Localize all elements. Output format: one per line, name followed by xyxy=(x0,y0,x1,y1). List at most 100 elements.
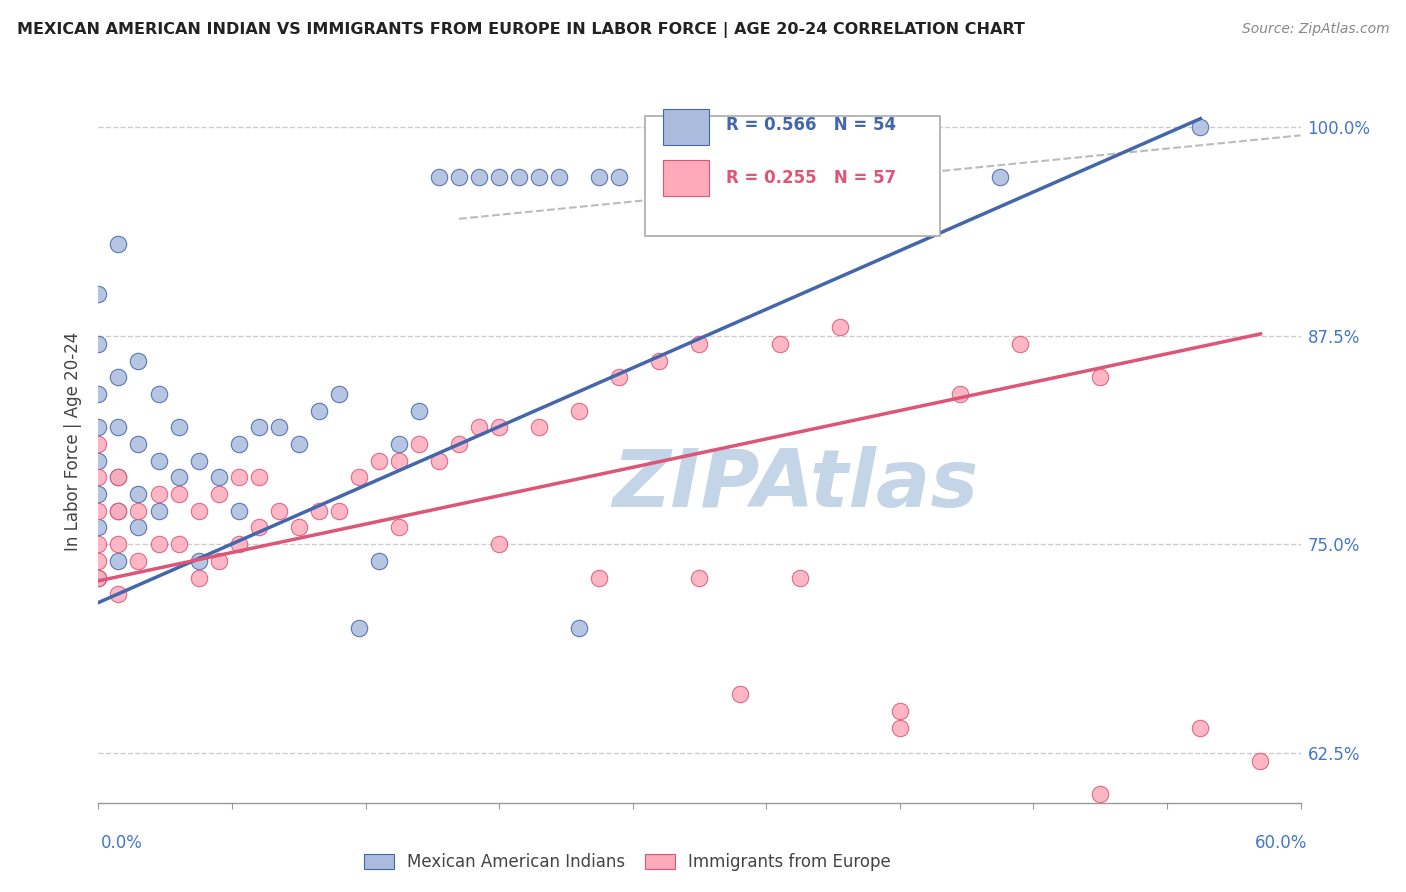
Point xyxy=(368,554,391,568)
Point xyxy=(568,403,591,417)
Point xyxy=(468,420,491,434)
Point xyxy=(949,387,972,401)
Point xyxy=(87,520,110,534)
Point xyxy=(488,537,510,551)
Point xyxy=(87,537,110,551)
Point xyxy=(689,169,711,184)
Point xyxy=(148,487,170,501)
Point xyxy=(648,353,671,368)
Point xyxy=(107,504,129,518)
Text: 60.0%: 60.0% xyxy=(1256,834,1308,852)
Point xyxy=(689,570,711,584)
Point xyxy=(167,420,190,434)
Point xyxy=(148,504,170,518)
Point xyxy=(87,437,110,451)
Point xyxy=(148,454,170,468)
Point xyxy=(427,454,450,468)
Point xyxy=(1250,754,1272,768)
Point xyxy=(1189,120,1212,134)
Point xyxy=(988,169,1011,184)
Point xyxy=(128,520,150,534)
Point xyxy=(1088,370,1111,384)
Point xyxy=(187,454,209,468)
Point xyxy=(488,420,510,434)
Point xyxy=(87,570,110,584)
FancyBboxPatch shape xyxy=(645,117,939,235)
Point xyxy=(808,169,831,184)
Point xyxy=(128,437,150,451)
Point xyxy=(247,420,270,434)
Point xyxy=(828,320,851,334)
Point xyxy=(328,504,350,518)
Point xyxy=(347,621,370,635)
Point xyxy=(328,387,350,401)
Point xyxy=(529,420,551,434)
Legend: Mexican American Indians, Immigrants from Europe: Mexican American Indians, Immigrants fro… xyxy=(357,847,898,878)
Point xyxy=(208,554,231,568)
Point xyxy=(588,169,610,184)
Point xyxy=(187,554,209,568)
Point xyxy=(408,403,430,417)
Point xyxy=(288,437,311,451)
Point xyxy=(87,554,110,568)
Point xyxy=(529,169,551,184)
FancyBboxPatch shape xyxy=(664,109,709,145)
Point xyxy=(388,454,411,468)
Point xyxy=(588,570,610,584)
Point xyxy=(609,169,631,184)
Point xyxy=(408,437,430,451)
Point xyxy=(648,169,671,184)
Point xyxy=(689,337,711,351)
FancyBboxPatch shape xyxy=(664,160,709,196)
Y-axis label: In Labor Force | Age 20-24: In Labor Force | Age 20-24 xyxy=(65,332,83,551)
Point xyxy=(308,504,330,518)
Point xyxy=(167,487,190,501)
Text: 0.0%: 0.0% xyxy=(101,834,143,852)
Point xyxy=(87,504,110,518)
Point xyxy=(107,504,129,518)
Point xyxy=(1088,788,1111,802)
Point xyxy=(889,704,911,718)
Point xyxy=(247,470,270,484)
Text: MEXICAN AMERICAN INDIAN VS IMMIGRANTS FROM EUROPE IN LABOR FORCE | AGE 20-24 COR: MEXICAN AMERICAN INDIAN VS IMMIGRANTS FR… xyxy=(17,22,1025,38)
Text: R = 0.255   N = 57: R = 0.255 N = 57 xyxy=(725,169,896,186)
Point xyxy=(508,169,530,184)
Point xyxy=(128,554,150,568)
Point xyxy=(388,520,411,534)
Point xyxy=(789,570,811,584)
Point xyxy=(107,470,129,484)
Point xyxy=(447,437,470,451)
Point xyxy=(488,169,510,184)
Point xyxy=(889,721,911,735)
Point xyxy=(128,487,150,501)
Point xyxy=(87,454,110,468)
Point xyxy=(107,470,129,484)
Point xyxy=(87,420,110,434)
Point xyxy=(267,420,290,434)
Point xyxy=(87,470,110,484)
Point xyxy=(228,537,250,551)
Point xyxy=(368,454,391,468)
Point xyxy=(347,470,370,484)
Text: R = 0.566   N = 54: R = 0.566 N = 54 xyxy=(725,116,896,134)
Point xyxy=(148,537,170,551)
Text: Source: ZipAtlas.com: Source: ZipAtlas.com xyxy=(1241,22,1389,37)
Point xyxy=(107,537,129,551)
Point xyxy=(187,570,209,584)
Point xyxy=(447,169,470,184)
Point xyxy=(1189,721,1212,735)
Point xyxy=(388,437,411,451)
Point xyxy=(107,370,129,384)
Point xyxy=(548,169,571,184)
Text: ZIPAtlas: ZIPAtlas xyxy=(613,446,979,524)
Point xyxy=(167,537,190,551)
Point xyxy=(87,337,110,351)
Point xyxy=(107,236,129,251)
Point xyxy=(87,286,110,301)
Point xyxy=(1010,337,1032,351)
Point xyxy=(107,420,129,434)
Point xyxy=(107,587,129,601)
Point xyxy=(228,504,250,518)
Point xyxy=(889,169,911,184)
Point xyxy=(609,370,631,384)
